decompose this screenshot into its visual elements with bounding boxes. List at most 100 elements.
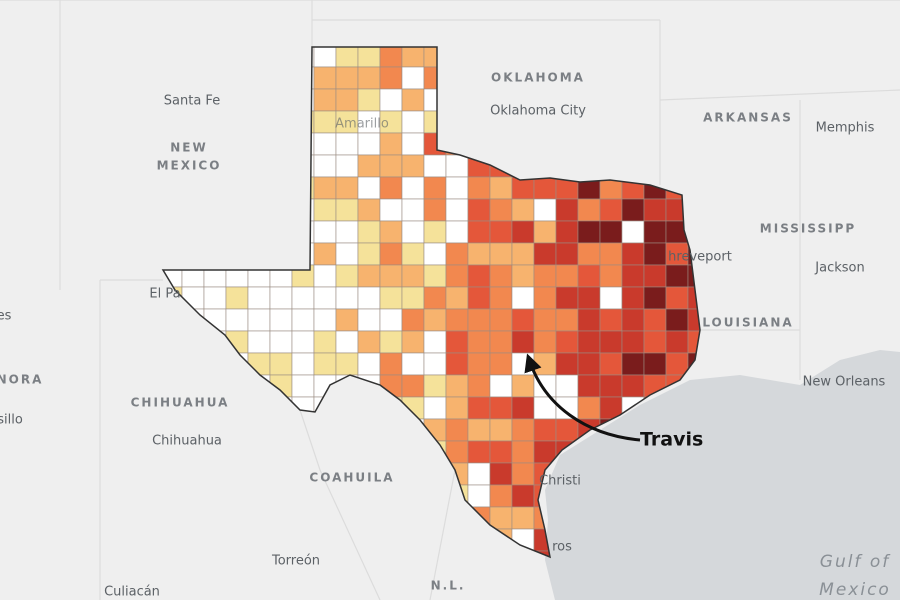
county: [203, 66, 227, 90]
county: [445, 550, 469, 557]
county: [489, 264, 513, 288]
county: [643, 198, 667, 222]
county: [533, 242, 557, 266]
city-label: Chihuahua: [152, 434, 222, 449]
county: [511, 220, 535, 244]
county: [203, 198, 227, 222]
county: [489, 198, 513, 222]
water-label: Mexico: [819, 580, 891, 600]
county: [643, 264, 667, 288]
county: [555, 264, 579, 288]
county: [643, 242, 667, 266]
county: [379, 396, 403, 420]
county: [687, 286, 700, 310]
county: [379, 506, 403, 530]
county: [335, 198, 359, 222]
county: [687, 88, 700, 112]
county: [621, 88, 645, 112]
county: [423, 66, 447, 90]
county: [511, 550, 535, 557]
county: [423, 308, 447, 332]
county: [687, 66, 700, 90]
county: [225, 154, 249, 178]
county: [335, 374, 359, 398]
county: [379, 66, 403, 90]
county: [621, 198, 645, 222]
county: [335, 242, 359, 266]
county: [511, 506, 535, 530]
county: [599, 242, 623, 266]
county: [555, 352, 579, 376]
county: [401, 47, 425, 68]
county: [357, 352, 381, 376]
county: [225, 308, 249, 332]
county: [511, 374, 535, 398]
county: [225, 462, 249, 486]
annotation-arrow: [524, 353, 641, 442]
county: [467, 330, 491, 354]
county: [467, 220, 491, 244]
county: [247, 462, 271, 486]
county: [665, 176, 689, 200]
county: [269, 154, 293, 178]
county: [335, 88, 359, 112]
city-label: sillo: [0, 413, 23, 428]
county: [621, 176, 645, 200]
county: [247, 528, 271, 552]
county: [687, 176, 700, 200]
county: [467, 396, 491, 420]
county: [533, 198, 557, 222]
county: [577, 308, 601, 332]
county: [247, 330, 271, 354]
county: [163, 506, 183, 530]
state-label: LOUISIANA: [702, 316, 793, 330]
city-label: Torreón: [271, 554, 320, 569]
county: [225, 374, 249, 398]
county: [577, 220, 601, 244]
county: [313, 528, 337, 552]
county: [577, 132, 601, 156]
county: [357, 484, 381, 508]
county: [511, 264, 535, 288]
county: [225, 550, 249, 557]
county: [533, 330, 557, 354]
county: [665, 308, 689, 332]
county: [379, 154, 403, 178]
city-label: El Pa: [149, 287, 180, 302]
county: [313, 330, 337, 354]
county: [423, 220, 447, 244]
city-label: ros: [552, 540, 572, 555]
county: [665, 264, 689, 288]
county: [423, 462, 447, 486]
county: [489, 396, 513, 420]
county: [247, 132, 271, 156]
county: [445, 330, 469, 354]
county: [555, 242, 579, 266]
county: [401, 506, 425, 530]
county: [313, 220, 337, 244]
county: [379, 484, 403, 508]
county: [291, 528, 315, 552]
county: [467, 506, 491, 530]
county: [313, 198, 337, 222]
county: [665, 352, 689, 376]
county: [555, 286, 579, 310]
county: [357, 176, 381, 200]
county: [291, 330, 315, 354]
county: [599, 220, 623, 244]
county: [247, 220, 271, 244]
county: [401, 352, 425, 376]
county: [489, 484, 513, 508]
county: [203, 264, 227, 288]
county: [555, 374, 579, 398]
county: [467, 47, 491, 68]
county: [577, 352, 601, 376]
county: [423, 506, 447, 530]
county: [489, 242, 513, 266]
county: [379, 132, 403, 156]
county: [511, 528, 535, 552]
county: [203, 286, 227, 310]
county: [489, 418, 513, 442]
county: [225, 440, 249, 464]
